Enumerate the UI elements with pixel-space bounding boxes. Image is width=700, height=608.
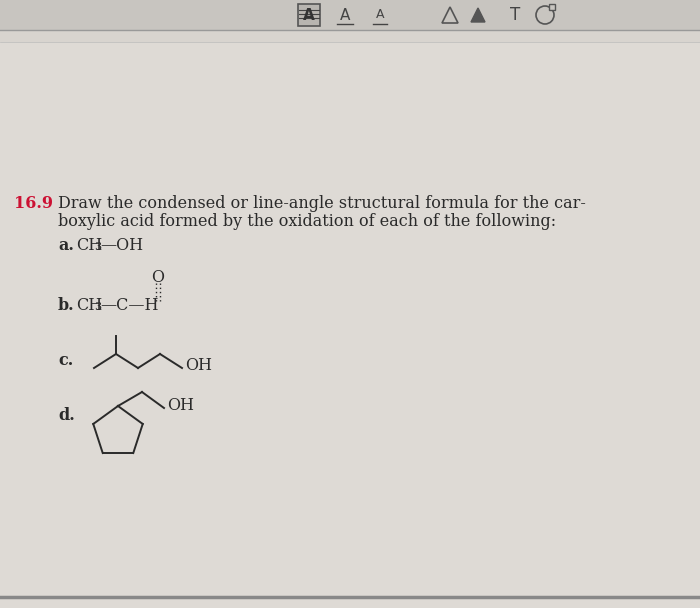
Text: A: A: [376, 9, 384, 21]
Text: —C—H: —C—H: [100, 297, 158, 314]
Text: CH: CH: [76, 237, 102, 254]
Text: CH: CH: [76, 297, 102, 314]
Text: 16.9: 16.9: [14, 195, 53, 212]
Bar: [0, 0, 700, 30]
Bar: [549, 4, 555, 10]
Text: —OH: —OH: [100, 237, 143, 254]
FancyBboxPatch shape: [298, 4, 320, 26]
Text: b.: b.: [58, 297, 75, 314]
Text: a.: a.: [58, 237, 74, 254]
Text: O: O: [151, 269, 164, 286]
Text: Draw the condensed or line-angle structural formula for the car-: Draw the condensed or line-angle structu…: [58, 195, 586, 212]
Polygon shape: [471, 8, 485, 22]
Text: A: A: [303, 7, 315, 22]
Text: T: T: [510, 6, 520, 24]
Text: A: A: [340, 7, 350, 22]
Text: 3: 3: [94, 242, 101, 252]
Text: OH: OH: [185, 358, 212, 375]
Text: OH: OH: [167, 398, 194, 415]
Text: 3: 3: [94, 302, 101, 312]
Text: d.: d.: [58, 407, 75, 424]
Text: c.: c.: [58, 352, 74, 369]
Text: boxylic acid formed by the oxidation of each of the following:: boxylic acid formed by the oxidation of …: [58, 213, 556, 230]
